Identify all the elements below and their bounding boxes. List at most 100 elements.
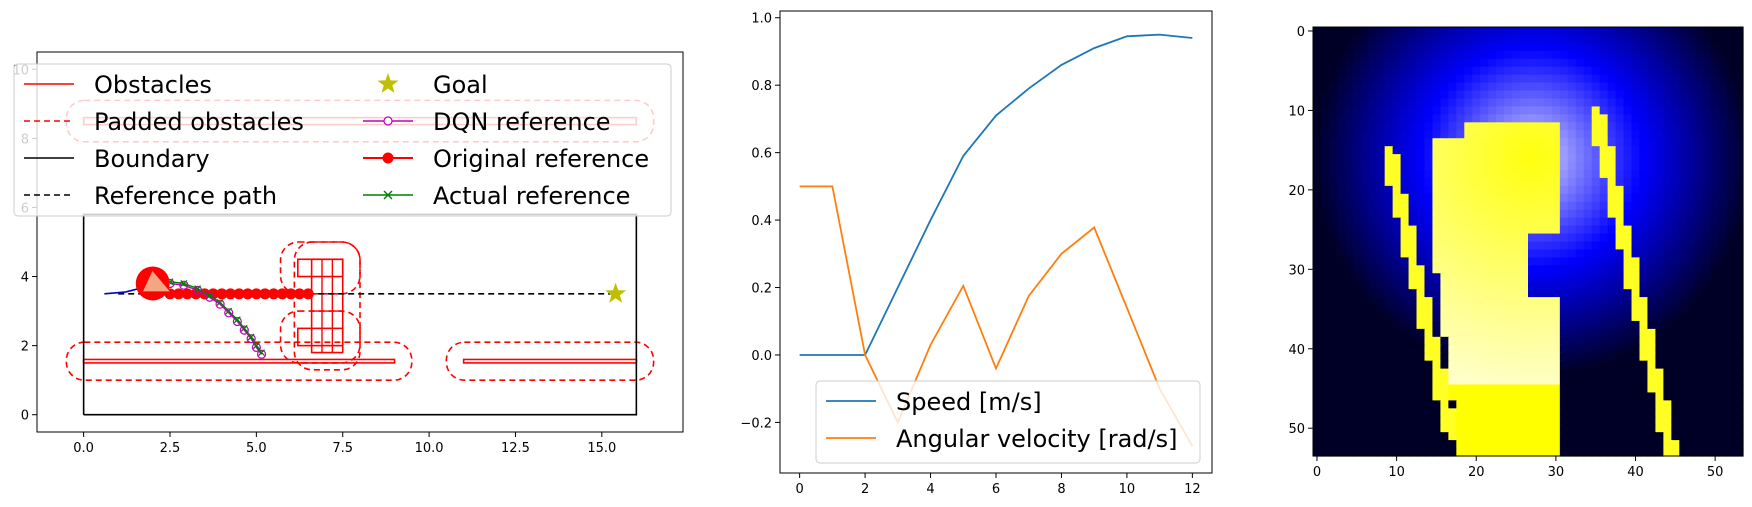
heatmap-y-tick-label-5: 50 [1288, 422, 1305, 437]
heatmap-cell [1496, 193, 1505, 203]
heatmap-cell [1535, 233, 1545, 243]
heatmap-cell [1448, 185, 1457, 195]
heatmap-cell [1480, 400, 1489, 409]
heatmap-cell [1719, 257, 1728, 266]
heatmap-cell [1416, 130, 1426, 139]
heatmap-cell [1368, 138, 1378, 147]
heatmap-cell [1376, 114, 1386, 123]
heatmap-cell [1575, 249, 1585, 258]
heatmap-cell [1663, 249, 1672, 258]
heatmap-cell [1448, 297, 1457, 306]
heatmap-cell [1448, 50, 1457, 60]
heatmap-cell [1376, 320, 1386, 330]
heatmap-cell [1687, 130, 1696, 139]
heatmap-cell [1464, 273, 1473, 282]
velocity-x-tick-label-0: 0 [795, 482, 803, 497]
heatmap-cell [1671, 265, 1680, 274]
heatmap-cell [1695, 82, 1704, 92]
heatmap-cell [1360, 297, 1370, 306]
heatmap-cell [1480, 289, 1489, 298]
heatmap-cell [1320, 233, 1330, 243]
heatmap-cell [1679, 336, 1688, 346]
heatmap-cell [1392, 432, 1402, 441]
heatmap-cell [1607, 42, 1617, 52]
heatmap-cell [1504, 217, 1513, 227]
heatmap-cell [1687, 233, 1696, 243]
heatmap-cell [1575, 130, 1585, 139]
heatmap-cell [1416, 440, 1426, 449]
heatmap-cell [1575, 66, 1585, 76]
heatmap-cell [1376, 336, 1386, 346]
heatmap-cell [1504, 50, 1513, 60]
heatmap-cell [1575, 154, 1585, 163]
heatmap-cell [1631, 281, 1641, 290]
heatmap-cell [1328, 98, 1338, 108]
heatmap-cell [1575, 424, 1585, 433]
heatmap-cell [1408, 313, 1418, 322]
heatmap-cell [1607, 265, 1617, 274]
heatmap-cell [1400, 217, 1410, 227]
heatmap-cell [1313, 34, 1322, 44]
legend-label-0: Obstacles [94, 71, 212, 99]
heatmap-cell [1727, 400, 1736, 409]
heatmap-cell [1520, 90, 1529, 100]
heatmap-cell [1496, 432, 1505, 441]
heatmap-cell [1727, 122, 1736, 131]
heatmap-cell [1703, 408, 1712, 417]
heatmap-cell [1512, 34, 1521, 44]
heatmap-cell [1583, 313, 1593, 322]
heatmap-cell [1504, 122, 1513, 131]
heatmap-cell [1313, 297, 1322, 306]
heatmap-cell [1583, 440, 1593, 449]
heatmap-cell [1376, 376, 1386, 386]
heatmap-cell [1368, 376, 1378, 386]
heatmap-cell [1392, 416, 1402, 425]
heatmap-cell [1360, 34, 1370, 44]
heatmap-cell [1480, 34, 1489, 44]
heatmap-cell [1392, 352, 1402, 362]
heatmap-cell [1448, 392, 1457, 401]
heatmap-cell [1520, 408, 1529, 417]
heatmap-cell [1512, 217, 1521, 227]
heatmap-cell [1735, 265, 1744, 274]
heatmap-cell [1567, 249, 1577, 258]
heatmap-cell [1480, 82, 1489, 92]
heatmap-cell [1424, 313, 1434, 322]
heatmap-cell [1735, 448, 1744, 457]
heatmap-cell [1368, 154, 1378, 163]
heatmap-cell [1416, 193, 1426, 203]
heatmap-cell [1543, 233, 1553, 243]
heatmap-cell [1384, 400, 1394, 409]
heatmap-cell [1599, 328, 1609, 338]
original-reference-point-8 [233, 288, 245, 300]
heatmap-cell [1607, 106, 1617, 115]
heatmap-cell [1535, 297, 1545, 306]
heatmap-cell [1480, 281, 1489, 290]
heatmap-cell [1719, 313, 1728, 322]
heatmap-cell [1535, 138, 1545, 147]
map-x-tick-label-1: 2.5 [160, 441, 181, 456]
heatmap-cell [1687, 281, 1696, 290]
heatmap-cell [1432, 58, 1441, 68]
heatmap-cell [1663, 138, 1672, 147]
heatmap-cell [1408, 360, 1418, 370]
heatmap-cell [1671, 352, 1680, 362]
heatmap-cell [1703, 328, 1712, 338]
heatmap-cell [1607, 225, 1617, 235]
heatmap-cell [1663, 146, 1672, 155]
heatmap-cell [1440, 154, 1449, 163]
heatmap-cell [1639, 170, 1649, 179]
heatmap-cell [1320, 273, 1330, 282]
heatmap-cell [1687, 50, 1696, 60]
heatmap-cell [1647, 42, 1656, 52]
heatmap-cell [1543, 448, 1553, 457]
heatmap-cell [1520, 114, 1529, 123]
heatmap-cell [1567, 58, 1577, 68]
heatmap-cell [1591, 424, 1601, 433]
heatmap-cell [1647, 368, 1656, 378]
heatmap-cell [1352, 34, 1362, 44]
heatmap-cell [1543, 281, 1553, 290]
heatmap-cell [1432, 352, 1441, 362]
heatmap-cell [1504, 146, 1513, 155]
